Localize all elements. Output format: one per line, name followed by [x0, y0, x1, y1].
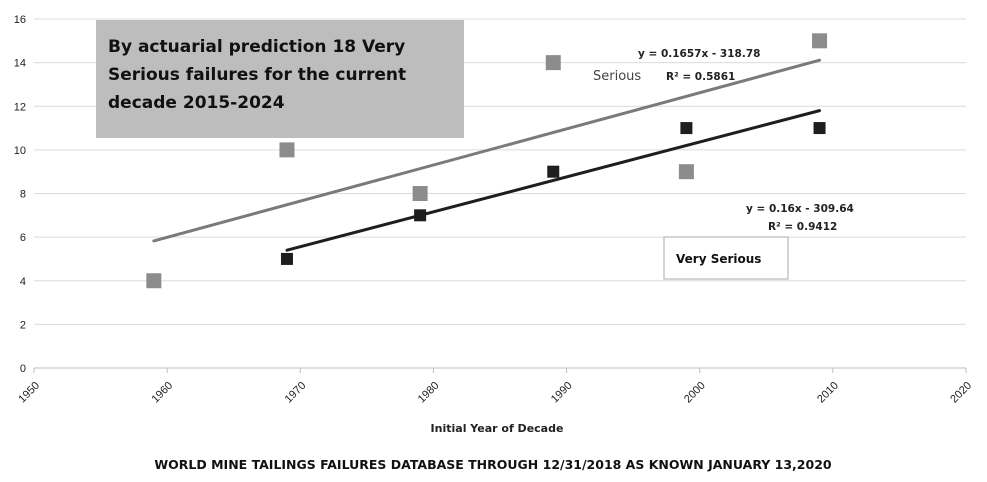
very-serious-label-frame — [663, 236, 789, 280]
very-serious-series-label: Very Serious — [676, 252, 761, 266]
very-serious-point — [680, 122, 693, 135]
serious-point — [678, 164, 694, 180]
very-serious-point — [813, 122, 826, 135]
serious-trendline — [152, 58, 822, 243]
y-axis-ticks: 0 2 4 6 8 10 12 14 16 — [14, 14, 26, 375]
callout-line-3: decade 2015-2024 — [108, 93, 285, 113]
x-tick-label: 2020 — [948, 380, 974, 406]
y-tick-label: 8 — [20, 189, 26, 201]
very-serious-label-box: Very Serious — [663, 236, 789, 280]
x-tick-label: 2010 — [815, 380, 841, 406]
serious-trend-equation: y = 0.1657x - 318.78 — [638, 48, 760, 60]
x-tick-label: 1950 — [16, 380, 42, 406]
callout-line-1: By actuarial prediction 18 Very — [108, 37, 405, 57]
very-serious-trendline — [285, 109, 822, 252]
serious-point — [412, 186, 428, 201]
y-tick-label: 12 — [14, 101, 26, 113]
x-tick-label: 2000 — [682, 380, 708, 406]
y-tick-label: 6 — [20, 232, 26, 244]
serious-point — [279, 142, 295, 158]
serious-point — [545, 55, 561, 71]
serious-trend-r2: R² = 0.5861 — [666, 71, 735, 83]
serious-point — [146, 273, 162, 289]
very-serious-trend-equation: y = 0.16x - 309.64 — [746, 203, 854, 215]
x-tick-label: 1980 — [416, 380, 442, 406]
y-tick-label: 2 — [20, 319, 26, 331]
x-axis-ticks: 1950 1960 1970 1980 1990 2000 2010 2020 — [16, 368, 974, 405]
x-tick-label: 1960 — [149, 380, 175, 406]
very-serious-trend-r2: R² = 0.9412 — [768, 221, 837, 233]
y-tick-label: 14 — [14, 58, 26, 70]
chart-title: WORLD MINE TAILINGS FAILURES DATABASE TH… — [154, 457, 832, 472]
x-tick-label: 1970 — [283, 380, 309, 406]
x-tick-label: 1990 — [549, 380, 575, 406]
y-tick-label: 16 — [14, 14, 26, 26]
x-axis-label: Initial Year of Decade — [431, 422, 564, 435]
prediction-callout: By actuarial prediction 18 Very Serious … — [96, 20, 464, 138]
trendlines — [152, 58, 822, 252]
callout-line-2: Serious failures for the current — [108, 65, 406, 85]
y-tick-label: 10 — [14, 145, 26, 157]
data-points — [146, 33, 828, 289]
y-tick-label: 4 — [20, 276, 26, 288]
very-serious-point — [280, 252, 293, 265]
serious-series-label: Serious — [593, 69, 641, 84]
serious-point — [812, 33, 828, 49]
y-tick-label: 0 — [20, 363, 26, 375]
very-serious-point — [414, 209, 427, 222]
very-serious-point — [547, 165, 560, 178]
prediction-callout-box — [96, 20, 464, 138]
